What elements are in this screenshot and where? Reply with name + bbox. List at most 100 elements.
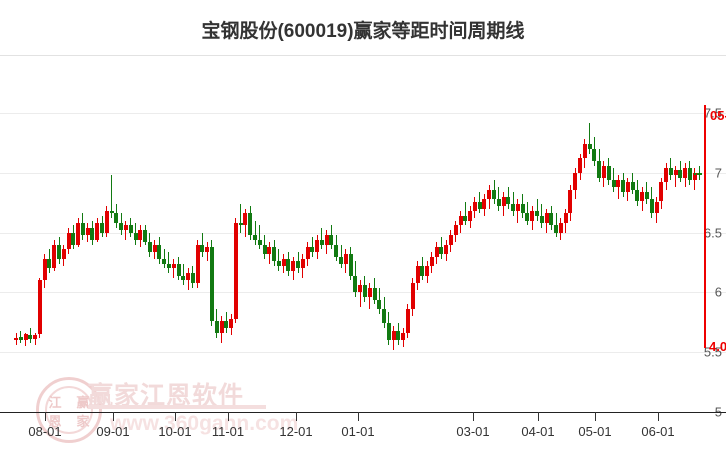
cycle-vertical-line[interactable] bbox=[704, 105, 706, 348]
candle-wick bbox=[699, 165, 700, 180]
candle-body bbox=[210, 246, 214, 322]
x-axis-label-11-01: 11-01 bbox=[211, 424, 245, 439]
candle-body bbox=[530, 211, 534, 221]
x-axis-tick-04-01 bbox=[538, 412, 539, 421]
candle-wick bbox=[618, 175, 619, 200]
chart-title: 宝钢股份(600019)赢家等距时间周期线 bbox=[201, 21, 525, 42]
x-axis-label-12-01: 12-01 bbox=[279, 424, 313, 439]
candle-body bbox=[573, 172, 577, 190]
candle-body bbox=[277, 261, 281, 267]
candle-body bbox=[349, 254, 353, 276]
url-watermark: www.360gann.com bbox=[110, 412, 299, 435]
candle-body bbox=[253, 234, 257, 240]
candle-body bbox=[325, 234, 329, 245]
candle-body bbox=[588, 144, 592, 149]
candle-body bbox=[459, 215, 463, 226]
candle-body bbox=[157, 244, 161, 259]
candle-body bbox=[291, 261, 295, 271]
candle-body bbox=[334, 244, 338, 257]
candle-body bbox=[234, 223, 238, 319]
seal-watermark-icon: 江 赢 恩 家 bbox=[36, 377, 102, 443]
candle-body bbox=[301, 258, 305, 269]
candle-wick bbox=[498, 187, 499, 212]
candle-body bbox=[506, 196, 510, 204]
candle-body bbox=[224, 321, 228, 329]
price-plot-area[interactable]: 7.576.565.5505-214.0 bbox=[0, 55, 726, 420]
candle-body bbox=[248, 213, 252, 235]
candle-body bbox=[463, 215, 467, 221]
candle-body bbox=[310, 246, 314, 252]
seal-char-1: 赢 bbox=[76, 395, 90, 410]
candle-body bbox=[664, 168, 668, 183]
gridline-5.5 bbox=[0, 352, 726, 353]
candle-body bbox=[368, 287, 372, 298]
candle-body bbox=[320, 239, 324, 245]
candle-body bbox=[650, 199, 654, 214]
x-axis-label-05-01: 05-01 bbox=[578, 424, 612, 439]
candle-body bbox=[86, 227, 90, 235]
candle-body bbox=[186, 273, 190, 281]
candle-body bbox=[167, 263, 171, 269]
candle-body bbox=[14, 337, 18, 341]
x-axis-tick-08-01 bbox=[45, 412, 46, 421]
candle-body bbox=[616, 179, 620, 188]
candle-body bbox=[119, 223, 123, 231]
candle-body bbox=[387, 323, 391, 341]
candle-body bbox=[329, 234, 333, 245]
candle-body bbox=[200, 244, 204, 252]
candle-body bbox=[239, 223, 243, 226]
candle-body bbox=[626, 182, 630, 192]
y-axis-label-7: 7 bbox=[714, 165, 722, 181]
candle-wick bbox=[513, 191, 514, 216]
x-axis-tick-12-01 bbox=[296, 412, 297, 421]
candle-body bbox=[439, 246, 443, 255]
candle-wick bbox=[341, 244, 342, 269]
candle-body bbox=[454, 225, 458, 235]
candle-wick bbox=[259, 225, 260, 250]
price-level-dotted-line bbox=[694, 173, 703, 175]
candle-body bbox=[674, 170, 678, 176]
candle-body bbox=[339, 256, 343, 264]
candle-body bbox=[24, 334, 28, 341]
seal-char-0: 江 bbox=[48, 395, 62, 410]
candle-body bbox=[382, 309, 386, 324]
candle-wick bbox=[589, 122, 590, 154]
candle-wick bbox=[517, 199, 518, 224]
x-axis-label-06-01: 06-01 bbox=[641, 424, 675, 439]
candle-wick bbox=[30, 328, 31, 343]
candle-body bbox=[153, 244, 157, 252]
candle-body bbox=[540, 215, 544, 224]
x-axis-tick-11-01 bbox=[228, 412, 229, 421]
candle-body bbox=[430, 256, 434, 267]
candle-body bbox=[545, 213, 549, 224]
candle-body bbox=[411, 282, 415, 310]
x-axis-tick-01-01 bbox=[358, 412, 359, 421]
candle-body bbox=[148, 242, 152, 252]
candle-body bbox=[468, 211, 472, 221]
gridline-7 bbox=[0, 173, 726, 174]
candle-body bbox=[511, 203, 515, 212]
candle-body bbox=[564, 213, 568, 224]
candle-body bbox=[315, 239, 319, 252]
candle-wick bbox=[35, 333, 36, 346]
candle-wick bbox=[207, 242, 208, 262]
candle-body bbox=[95, 223, 99, 240]
candle-body bbox=[669, 168, 673, 176]
candle-wick bbox=[168, 251, 169, 274]
candle-body bbox=[272, 246, 276, 262]
candle-wick bbox=[321, 227, 322, 250]
candle-body bbox=[267, 246, 271, 255]
candle-wick bbox=[278, 249, 279, 271]
candle-body bbox=[444, 244, 448, 255]
candle-body bbox=[162, 258, 166, 264]
candle-wick bbox=[173, 258, 174, 279]
candle-body bbox=[396, 330, 400, 341]
cycle-line-value-label: 4.0 bbox=[709, 339, 726, 354]
candle-body bbox=[43, 258, 47, 281]
candle-body bbox=[645, 191, 649, 200]
candle-body bbox=[559, 223, 563, 233]
x-axis-label-10-01: 10-01 bbox=[158, 424, 192, 439]
candle-body bbox=[502, 196, 506, 207]
candle-body bbox=[353, 275, 357, 293]
x-axis-label-09-01: 09-01 bbox=[96, 424, 130, 439]
